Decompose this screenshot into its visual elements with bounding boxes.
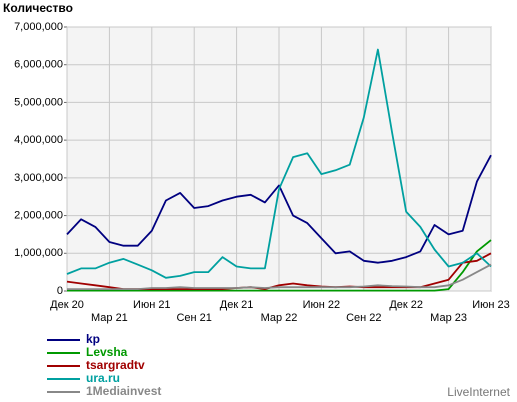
legend-label: ura.ru [86,371,120,385]
watermark: LiveInternet [447,385,510,399]
y-tick-label: 4,000,000 [14,134,63,146]
series-line [67,263,492,290]
y-tick-label: 7,000,000 [14,21,63,33]
x-tick-label: Июн 21 [133,299,171,311]
series-line [66,48,492,279]
x-tick-label: Мар 22 [261,312,298,324]
x-tick-label: Сен 22 [346,312,381,324]
series-line [66,154,492,264]
x-tick-label: Сен 21 [176,312,211,324]
y-tick-label: 1,000,000 [14,247,63,259]
x-tick-label: Мар 21 [91,312,128,324]
x-tick-label: Июн 23 [472,299,510,311]
x-tick-label: Июн 22 [303,299,341,311]
y-tick-label: 0 [57,285,63,297]
y-tick-label: 5,000,000 [14,96,63,108]
x-tick-label: Дек 22 [389,299,423,311]
legend-label: tsargradtv [86,358,145,372]
legend-label: kp [86,332,100,346]
legend-label: 1Mediainvest [86,384,161,398]
y-axis-label: Количество [3,1,73,15]
legend-label: Levsha [86,345,128,359]
y-tick-label: 2,000,000 [14,209,63,221]
series-line [67,239,492,292]
x-tick-label: Дек 21 [220,299,254,311]
x-tick-label: Дек 20 [50,299,84,311]
y-tick-label: 6,000,000 [14,59,63,71]
y-tick-label: 3,000,000 [14,172,63,184]
x-tick-label: Мар 23 [430,312,467,324]
